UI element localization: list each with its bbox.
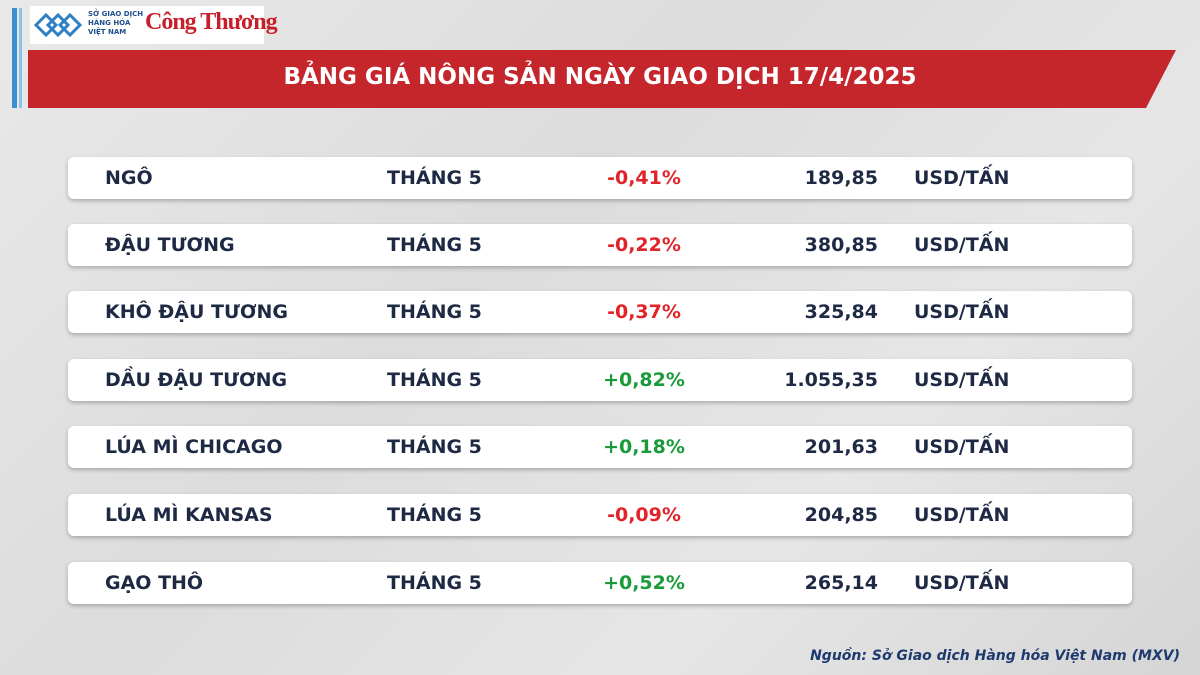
price: 325,84 — [804, 301, 878, 323]
unit: USD/TẤN — [914, 436, 1010, 458]
month: THÁNG 5 — [387, 167, 482, 189]
product: LÚA MÌ KANSAS — [105, 504, 273, 526]
table-row: ĐẬU TƯƠNG THÁNG 5 -0,22% 380,85 USD/TẤN — [68, 224, 1132, 266]
unit: USD/TẤN — [914, 504, 1010, 526]
product: ĐẬU TƯƠNG — [105, 234, 235, 256]
change: -0,37% — [607, 301, 681, 323]
change: +0,82% — [603, 369, 685, 391]
table-row: LÚA MÌ CHICAGO THÁNG 5 +0,18% 201,63 USD/TẤN — [68, 426, 1132, 468]
change: -0,22% — [607, 234, 681, 256]
price: 189,85 — [804, 167, 878, 189]
price: 265,14 — [804, 572, 878, 594]
logo-line: VIỆT NAM — [88, 28, 127, 36]
month: THÁNG 5 — [387, 504, 482, 526]
brand: Công Thương — [145, 9, 278, 35]
title: BẢNG GIÁ NÔNG SẢN NGÀY GIAO DỊCH 17/4/20… — [283, 64, 917, 90]
logo-text: SỞ GIAO DỊCH HÀNG HÓA VIỆT NAM — [88, 10, 143, 37]
accent-bar — [12, 8, 17, 108]
unit: USD/TẤN — [914, 572, 1010, 594]
price: 380,85 — [804, 234, 878, 256]
month: THÁNG 5 — [387, 301, 482, 323]
table-row: GẠO THÔ THÁNG 5 +0,52% 265,14 USD/TẤN — [68, 562, 1132, 604]
product: DẦU ĐẬU TƯƠNG — [105, 369, 288, 391]
unit: USD/TẤN — [914, 234, 1010, 256]
month: THÁNG 5 — [387, 234, 482, 256]
product: GẠO THÔ — [105, 572, 204, 594]
price: 1.055,35 — [784, 369, 878, 391]
header-graphics — [12, 8, 1176, 108]
logo-line: HÀNG HÓA — [88, 19, 131, 27]
change: +0,52% — [603, 572, 685, 594]
month: THÁNG 5 — [387, 572, 482, 594]
accent-bar — [19, 8, 22, 108]
logo-box — [30, 6, 264, 44]
change: -0,41% — [607, 167, 681, 189]
product: NGÔ — [105, 167, 153, 189]
logo-line: SỞ GIAO DỊCH — [88, 10, 144, 18]
product: KHÔ ĐẬU TƯƠNG — [105, 301, 288, 323]
table-row: DẦU ĐẬU TƯƠNG THÁNG 5 +0,82% 1.055,35 USD/TẤ… — [68, 359, 1132, 401]
price: 204,85 — [804, 504, 878, 526]
title-banner — [28, 50, 1176, 108]
month: THÁNG 5 — [387, 436, 482, 458]
source: Nguồn: Sở Giao dịch Hàng hóa Việt Nam (M… — [810, 648, 1180, 664]
table-row: KHÔ ĐẬU TƯƠNG THÁNG 5 -0,37% 325,84 USD/TẤN — [68, 291, 1132, 333]
product: LÚA MÌ CHICAGO — [105, 436, 283, 458]
unit: USD/TẤN — [914, 167, 1010, 189]
table-row: LÚA MÌ KANSAS THÁNG 5 -0,09% 204,85 USD/TẤN — [68, 494, 1132, 536]
change: +0,18% — [603, 436, 685, 458]
change: -0,09% — [607, 504, 681, 526]
unit: USD/TẤN — [914, 301, 1010, 323]
unit: USD/TẤN — [914, 369, 1010, 391]
price: 201,63 — [804, 436, 878, 458]
logo-icon — [34, 12, 83, 38]
month: THÁNG 5 — [387, 369, 482, 391]
table-row: NGÔ THÁNG 5 -0,41% 189,85 USD/TẤN — [68, 157, 1132, 199]
